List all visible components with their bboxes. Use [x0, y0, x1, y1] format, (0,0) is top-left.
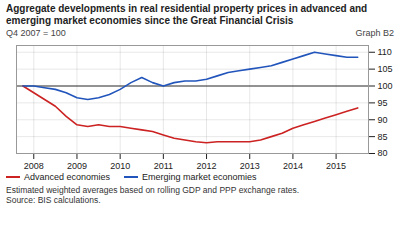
svg-text:110: 110	[378, 47, 392, 57]
svg-text:2014: 2014	[283, 161, 303, 171]
svg-text:2011: 2011	[154, 161, 173, 171]
svg-text:100: 100	[378, 81, 393, 91]
svg-text:2009: 2009	[67, 161, 87, 171]
svg-text:90: 90	[378, 114, 388, 124]
svg-text:2008: 2008	[24, 161, 44, 171]
html-text:Aggregate developments in real: Aggregate developments in real residenti…	[6, 3, 368, 26]
svg-text:105: 105	[378, 64, 393, 74]
svg-text:85: 85	[378, 131, 388, 141]
svg-text:80: 80	[378, 148, 388, 158]
svg-text:2010: 2010	[110, 161, 130, 171]
svg-text:2015: 2015	[326, 161, 346, 171]
svg-text:95: 95	[378, 98, 388, 108]
html-text:Graph B2: Graph B2	[355, 28, 394, 38]
html-text:Q4 2007 = 100: Q4 2007 = 100	[6, 28, 66, 38]
svg-text:2013: 2013	[240, 161, 260, 171]
svg-text:2012: 2012	[197, 161, 217, 171]
html-text:Emerging market economies: Emerging market economies	[142, 171, 257, 182]
html-text:Advanced economies: Advanced economies	[24, 171, 111, 182]
html-text:Source: BIS calculations.: Source: BIS calculations.	[6, 194, 101, 205]
html-text:Estimated weighted averages ba: Estimated weighted averages based on rol…	[6, 184, 300, 195]
